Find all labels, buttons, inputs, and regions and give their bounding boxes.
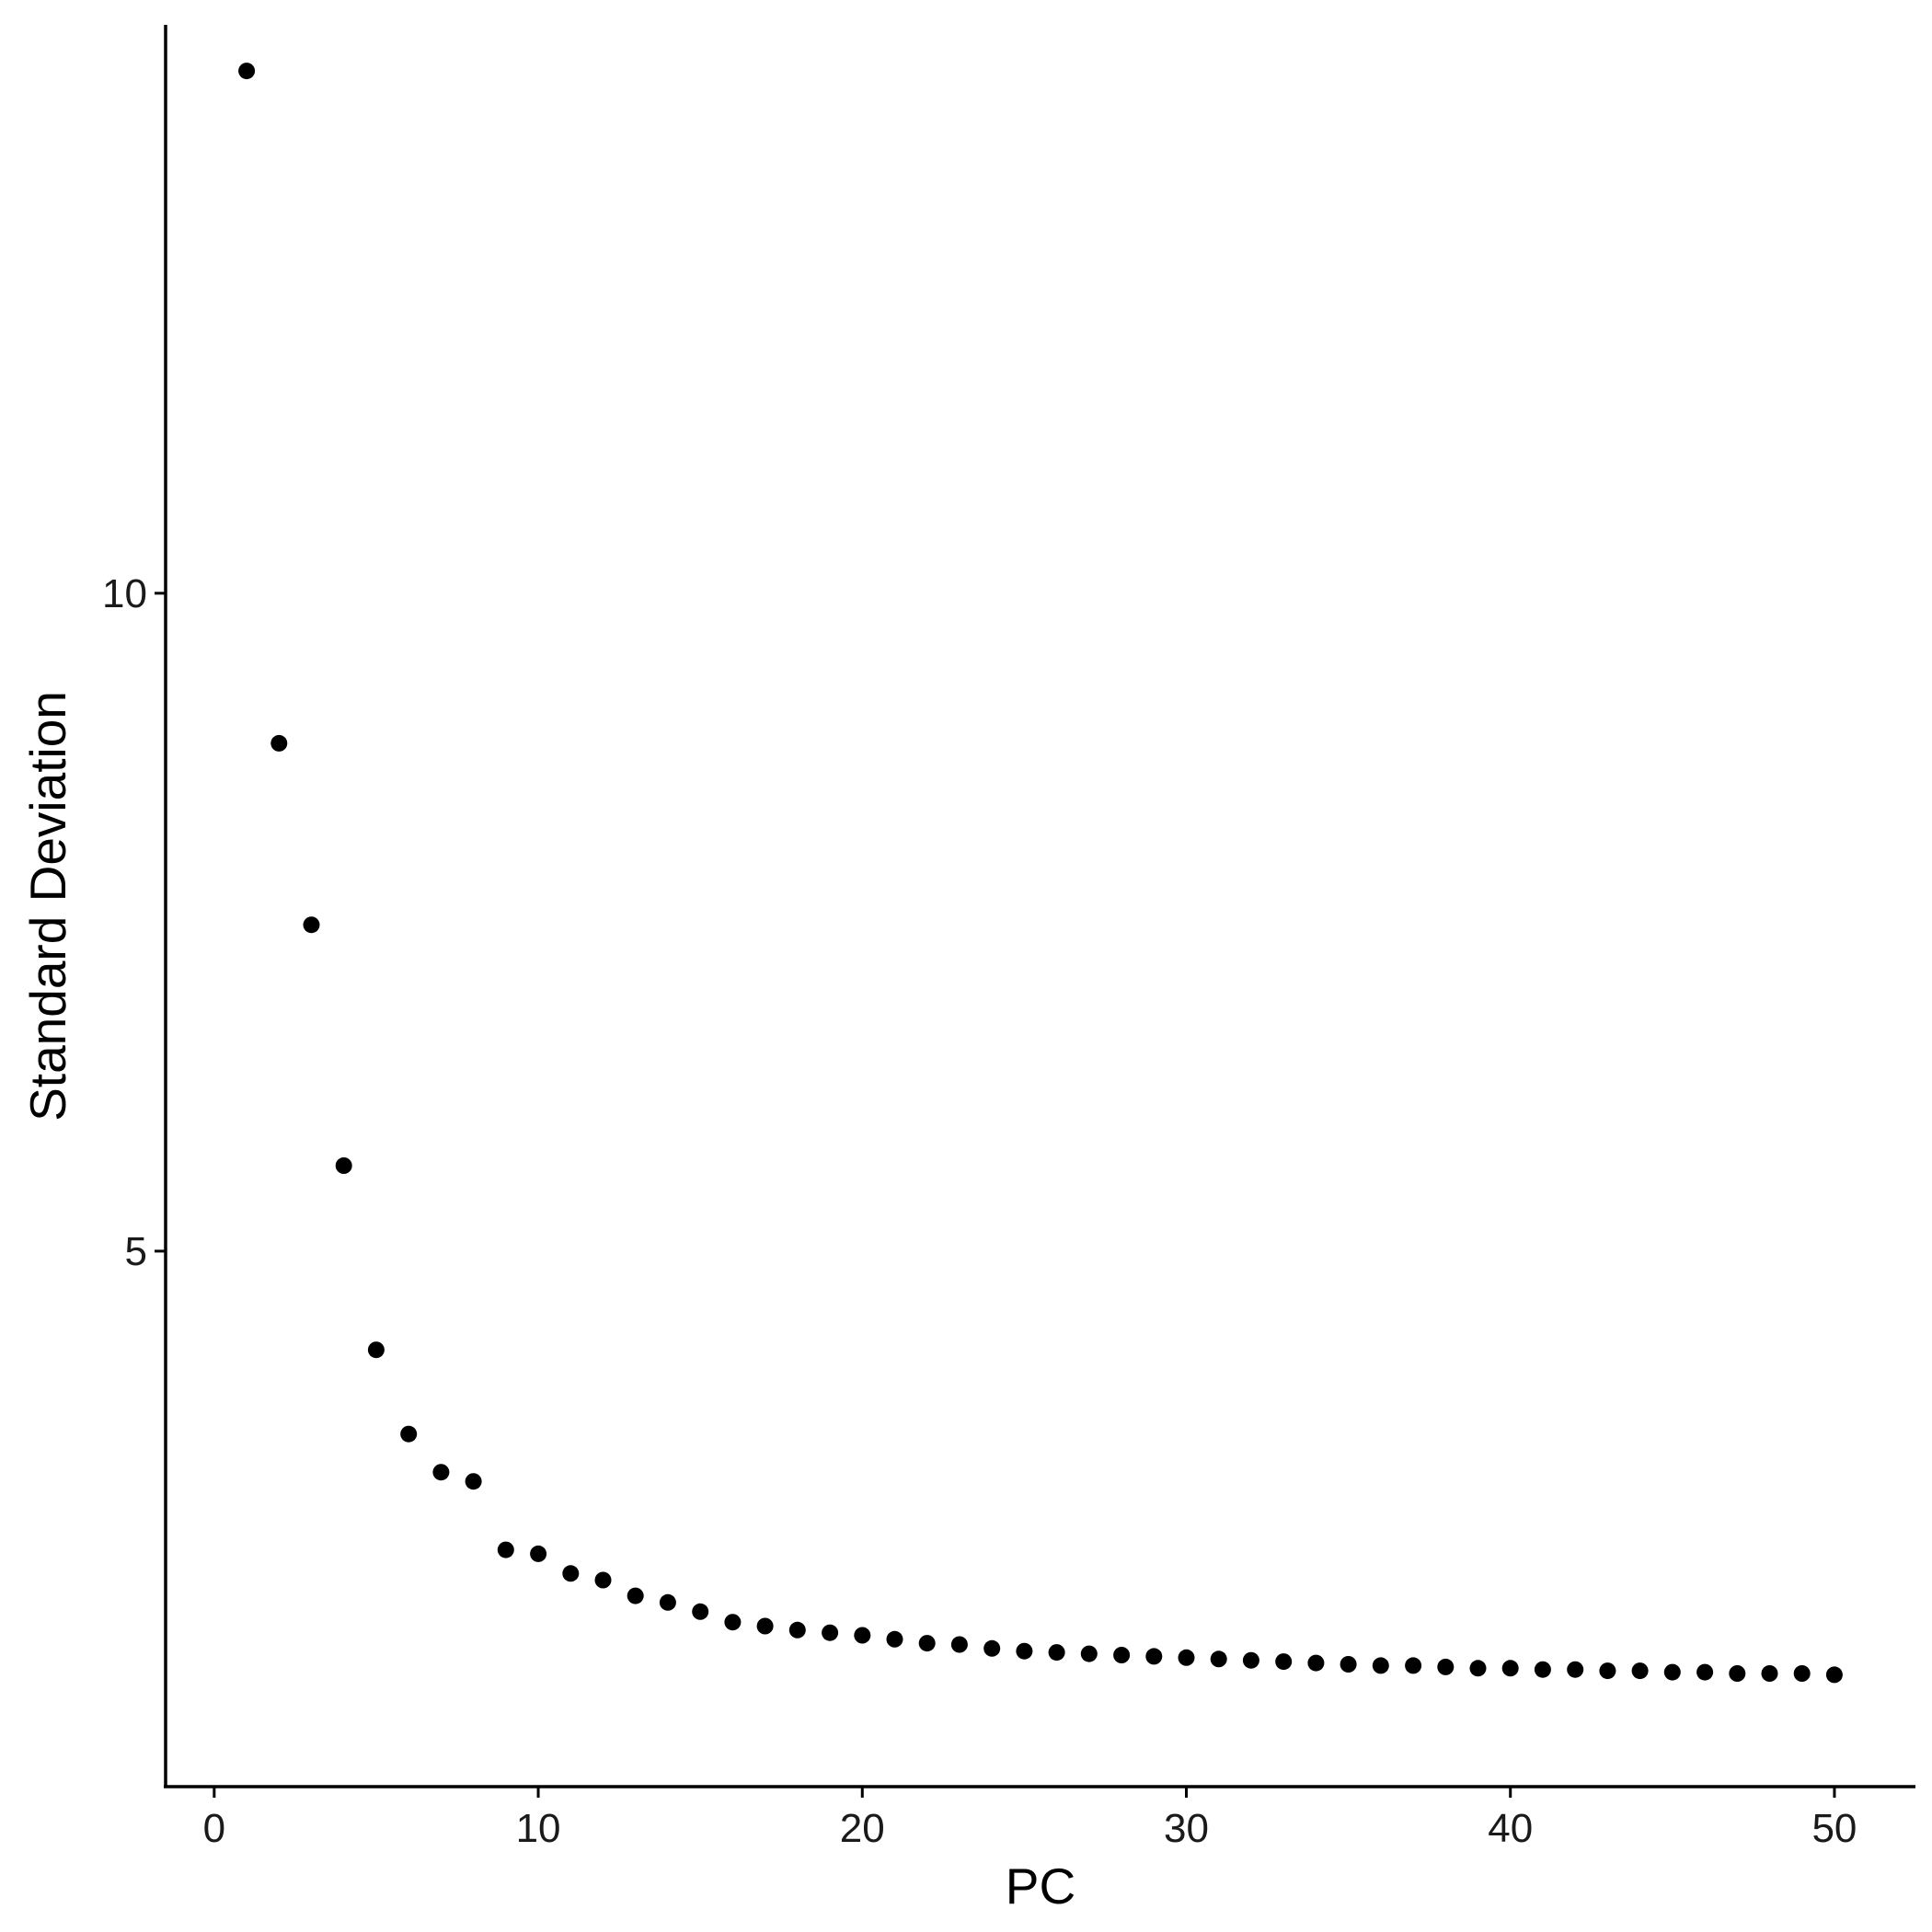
data-point (1469, 1660, 1487, 1677)
x-axis-ticks: 0 10 20 30 40 50 (203, 1787, 1857, 1851)
data-point (822, 1624, 839, 1641)
data-point (1145, 1648, 1163, 1665)
data-point (465, 1473, 482, 1490)
data-point (1663, 1663, 1681, 1681)
data-point (659, 1593, 676, 1611)
x-axis-title: PC (1006, 1857, 1075, 1915)
data-point (1405, 1657, 1422, 1674)
data-point (1631, 1662, 1649, 1680)
data-point (1307, 1654, 1325, 1672)
x-tick-label: 50 (1811, 1806, 1857, 1851)
data-point (756, 1617, 774, 1635)
data-point (1729, 1665, 1746, 1682)
data-point (854, 1627, 871, 1644)
data-point (432, 1464, 450, 1481)
y-axis-title: Standard Deviation (19, 691, 76, 1121)
data-point (950, 1636, 968, 1653)
data-point (497, 1541, 514, 1558)
data-point (983, 1639, 1001, 1657)
data-point (367, 1341, 385, 1359)
data-point (530, 1545, 547, 1562)
data-point (594, 1571, 612, 1589)
data-point (1178, 1649, 1195, 1666)
x-tick-label: 40 (1488, 1806, 1533, 1851)
data-point (1761, 1665, 1778, 1682)
data-point (562, 1565, 580, 1582)
y-tick-label: 5 (125, 1229, 147, 1274)
y-tick-label: 10 (102, 571, 147, 616)
x-tick-label: 30 (1164, 1806, 1209, 1851)
data-point (400, 1425, 418, 1443)
data-point (1340, 1656, 1357, 1673)
data-point (1599, 1662, 1616, 1680)
data-points (238, 63, 1843, 1684)
data-point (1793, 1665, 1811, 1682)
data-point (1372, 1657, 1389, 1674)
data-point (1016, 1642, 1033, 1660)
data-point (303, 916, 320, 934)
data-point (1825, 1666, 1843, 1684)
data-point (270, 734, 288, 752)
data-point (788, 1621, 806, 1639)
data-point (1567, 1661, 1584, 1678)
data-point (1437, 1658, 1455, 1675)
data-point (1275, 1653, 1293, 1671)
data-point (1080, 1645, 1098, 1662)
data-point (1501, 1660, 1519, 1677)
data-point (1242, 1651, 1259, 1669)
data-point (886, 1630, 903, 1648)
data-point (724, 1614, 742, 1631)
data-point (1534, 1661, 1551, 1678)
data-point (692, 1603, 709, 1620)
data-point (1696, 1663, 1714, 1681)
x-tick-label: 10 (516, 1806, 561, 1851)
data-point (238, 63, 256, 80)
y-axis-ticks: 5 10 (102, 571, 166, 1274)
x-tick-label: 0 (203, 1806, 225, 1851)
data-point (1113, 1647, 1131, 1663)
data-point (918, 1635, 936, 1652)
x-tick-label: 20 (840, 1806, 885, 1851)
data-point (335, 1157, 352, 1174)
data-point (627, 1587, 644, 1604)
data-point (1210, 1650, 1227, 1668)
data-point (1048, 1644, 1065, 1662)
